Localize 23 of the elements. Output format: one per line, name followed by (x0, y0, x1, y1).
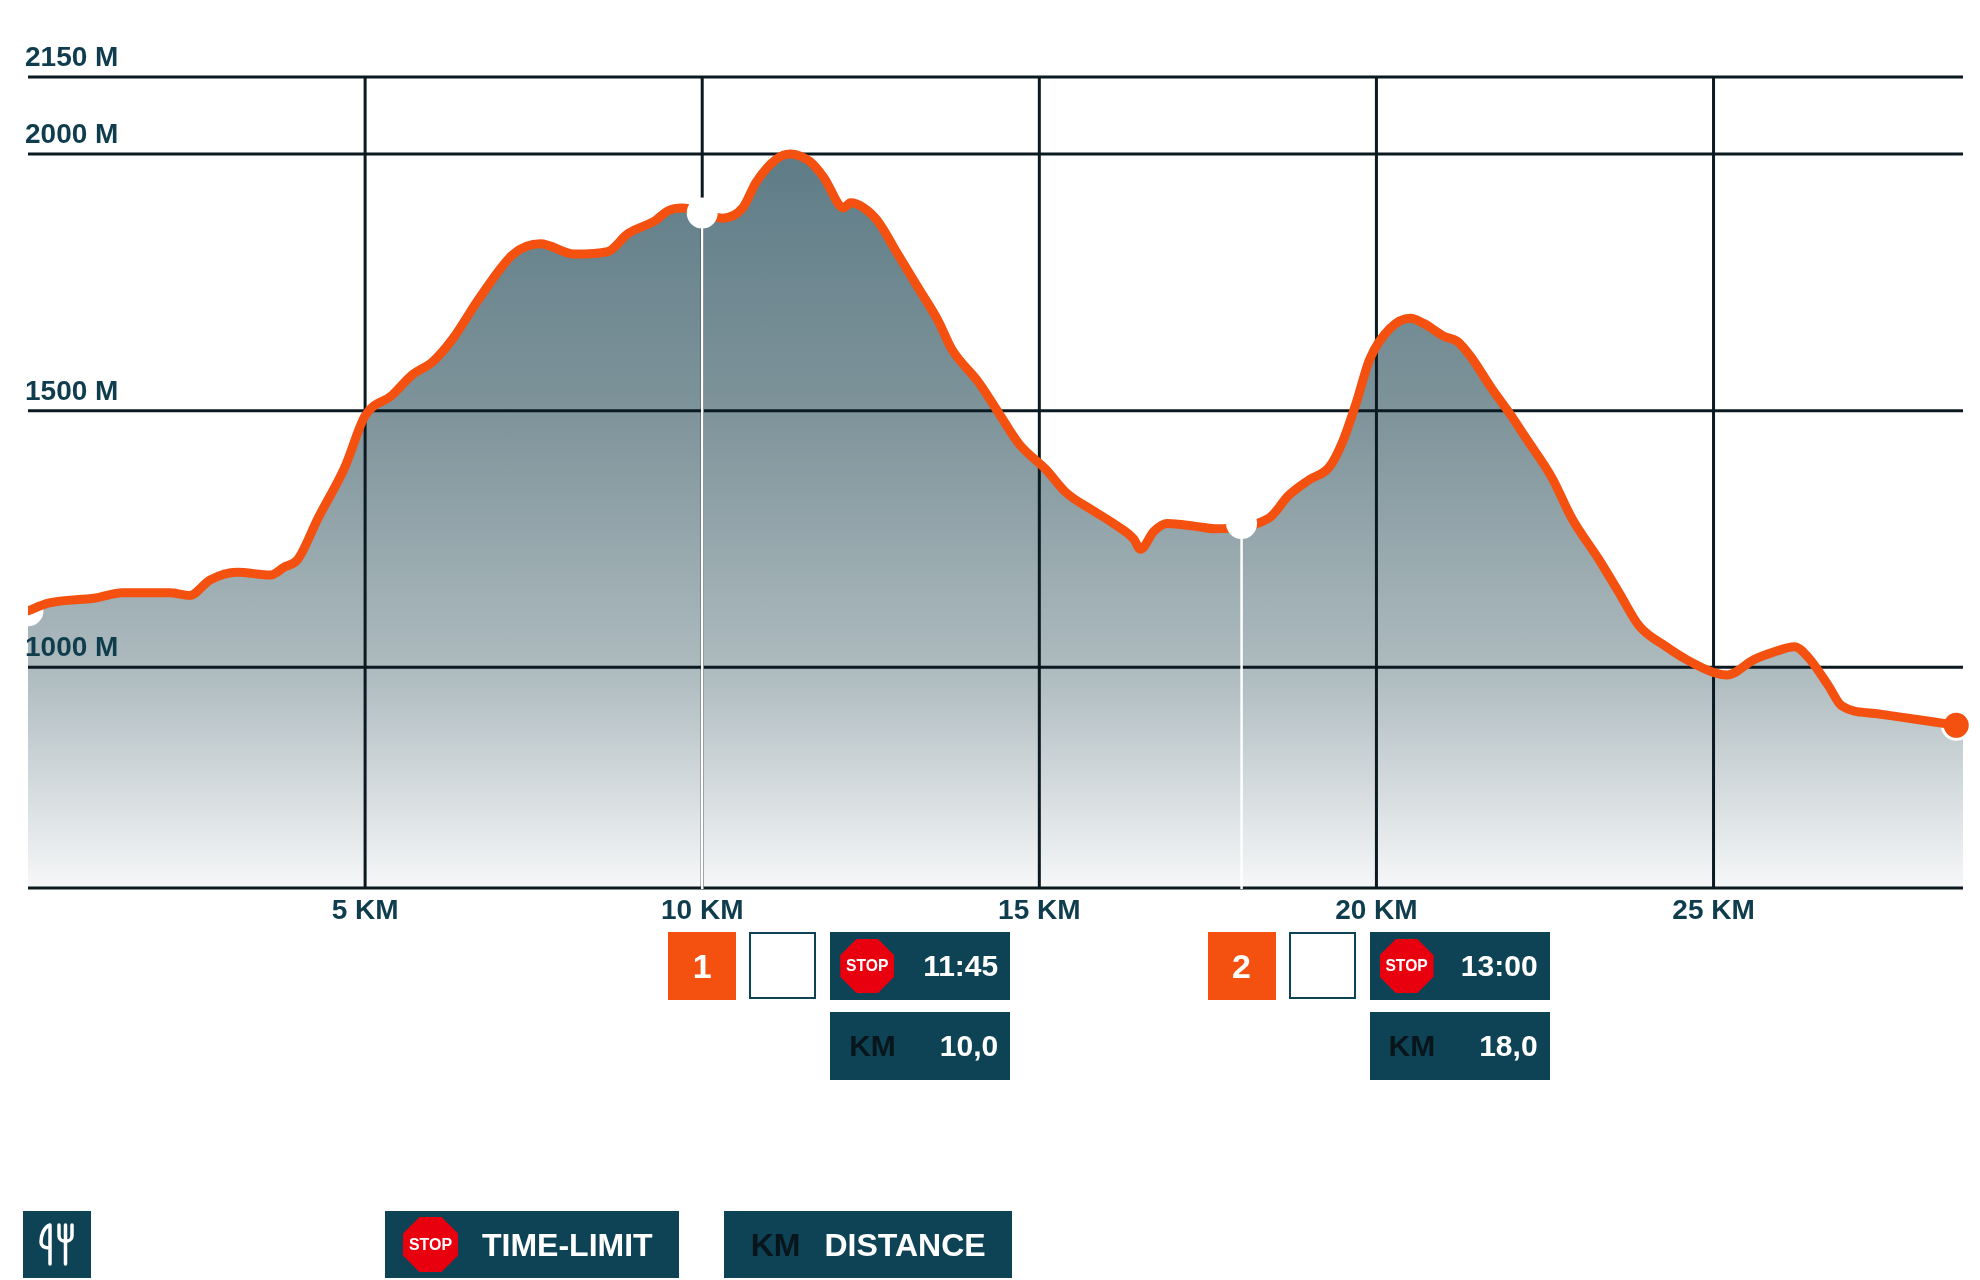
text: KM (750, 1226, 801, 1263)
text: 1 (692, 947, 712, 985)
text: STOP (846, 957, 889, 975)
x-tick-label: 5 KM (331, 893, 399, 925)
y-tick-label: 1000 M (25, 631, 119, 663)
y-tick-label: 2150 M (25, 41, 119, 72)
x-tick-label: 15 KM (998, 893, 1081, 925)
x-tick-label: 20 KM (1335, 893, 1418, 925)
text: 13:00 (1460, 949, 1538, 982)
y-tick-label: 2000 M (25, 117, 119, 149)
text: 11:45 (923, 949, 999, 982)
text: DISTANCE (824, 1226, 986, 1263)
text: 10,0 (939, 1029, 999, 1062)
text: 18,0 (1479, 1029, 1538, 1062)
text: KM (1388, 1029, 1436, 1062)
text: STOP (408, 1235, 453, 1253)
x-tick-label: 25 KM (1672, 893, 1755, 925)
text: TIME-LIMIT (482, 1226, 653, 1263)
y-tick-label: 1500 M (25, 374, 119, 406)
text: STOP (1385, 957, 1428, 975)
text: KM (849, 1029, 896, 1062)
text: 2 (1232, 947, 1252, 985)
x-tick-label: 10 KM (660, 893, 744, 925)
